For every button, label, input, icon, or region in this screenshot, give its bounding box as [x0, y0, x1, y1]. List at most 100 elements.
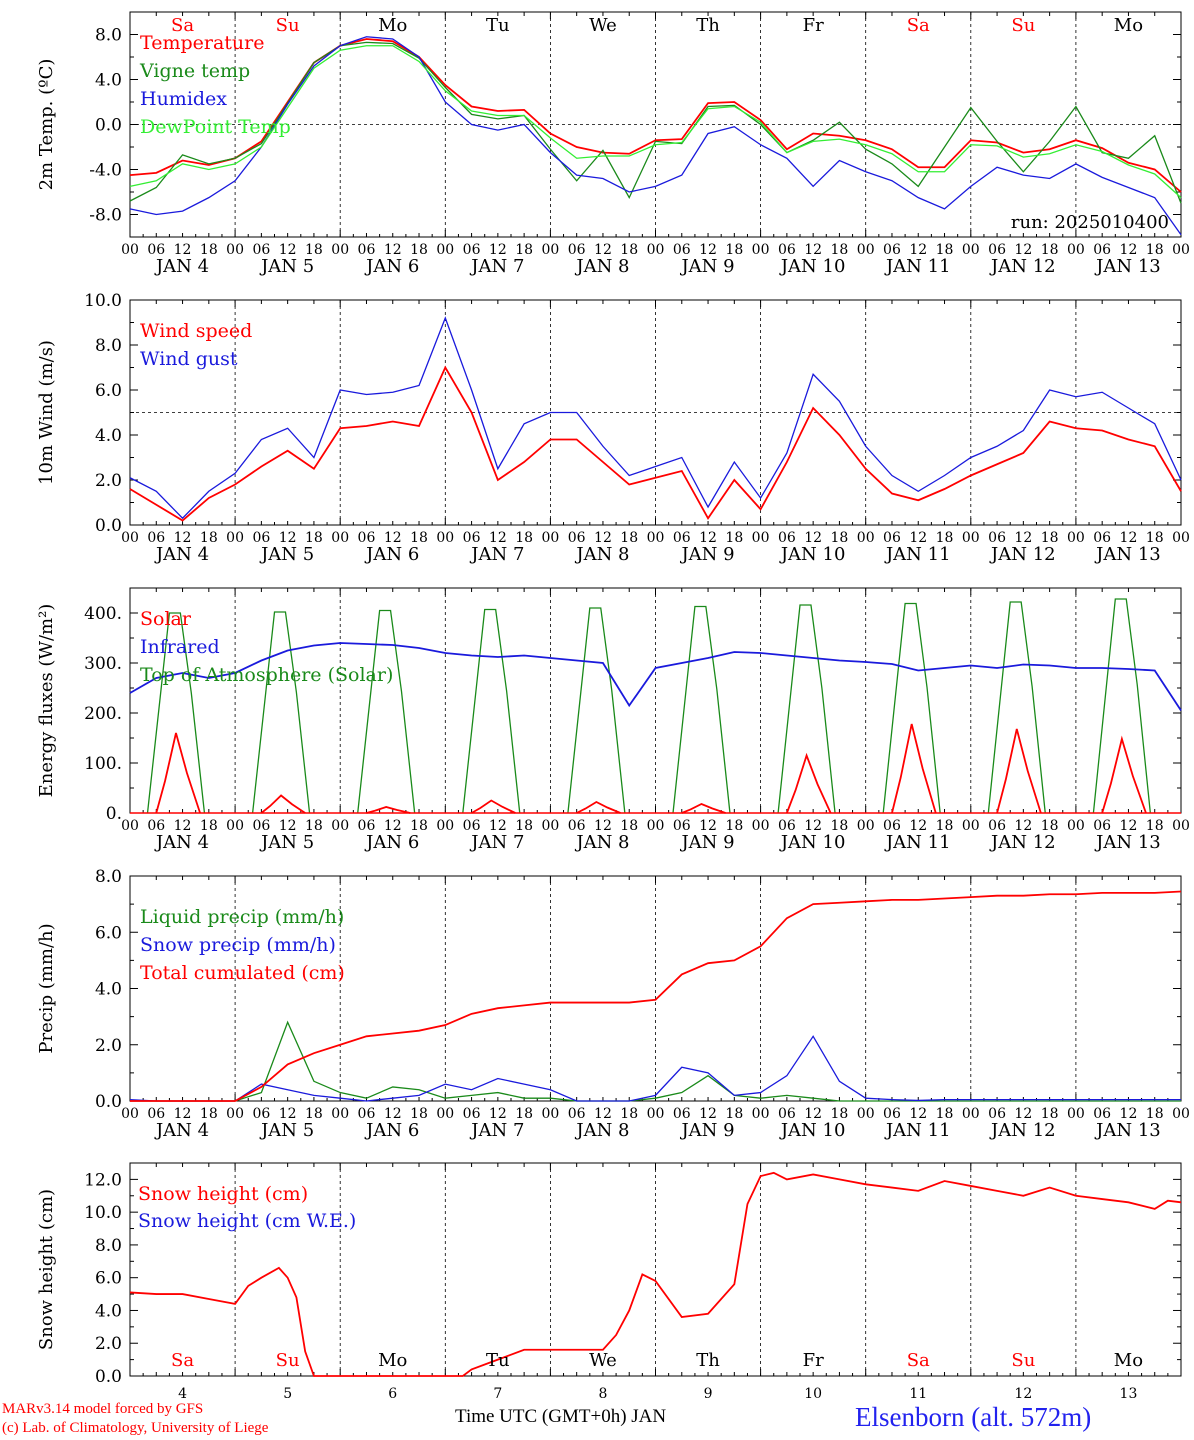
temp-date-label: JAN 4 — [154, 256, 209, 277]
energy-hour-tick-label: 18 — [936, 818, 954, 834]
wind-hour-tick-label: 18 — [1041, 530, 1059, 546]
precip-hour-tick-label: 12 — [804, 1106, 822, 1122]
precip-hour-tick-label: 06 — [147, 1106, 165, 1122]
temp-hour-tick-label: 00 — [1172, 242, 1190, 258]
energy-hour-tick-label: 18 — [620, 818, 638, 834]
precip-hour-tick-label: 06 — [252, 1106, 270, 1122]
energy-hour-tick-label: 00 — [857, 818, 875, 834]
weekday-label: Sa — [907, 1350, 930, 1371]
temp-hour-tick-label: 18 — [831, 242, 849, 258]
precip-hour-tick-label: 00 — [436, 1106, 454, 1122]
temp-date-label: JAN 6 — [364, 256, 419, 277]
energy-date-label: JAN 7 — [469, 832, 524, 853]
energy-y-tick-label: 0. — [106, 804, 122, 824]
temp-hour-tick-label: 12 — [174, 242, 192, 258]
wind-legend-entry: Wind speed — [140, 320, 252, 342]
weekday-label: Fr — [803, 1350, 824, 1371]
precip-hour-tick-label: 06 — [778, 1106, 796, 1122]
energy-legend-entry: Top of Atmosphere (Solar) — [140, 664, 393, 686]
toa-solar-curve — [882, 602, 941, 814]
series-line-green — [130, 1020, 1181, 1102]
temp-y-axis-label: 2m Temp. (ºC) — [36, 59, 57, 191]
toa-solar-curve — [462, 608, 521, 814]
precip-hour-tick-label: 06 — [673, 1106, 691, 1122]
snow-y-tick-label: 6.0 — [95, 1269, 122, 1289]
bottom-day-number: 9 — [704, 1386, 713, 1402]
snow-y-tick-label: 2.0 — [95, 1334, 122, 1354]
series-line-lightgreen — [129, 45, 1182, 199]
precip-hour-tick-label: 18 — [936, 1106, 954, 1122]
precip-y-axis-label: Precip (mm/h) — [36, 923, 57, 1053]
temp-date-label: JAN 5 — [259, 256, 314, 277]
precip-legend-entry: Liquid precip (mm/h) — [140, 906, 344, 928]
precip-hour-tick-label: 12 — [489, 1106, 507, 1122]
temp-date-label: JAN 9 — [679, 256, 734, 277]
precip-y-tick-label: 6.0 — [95, 923, 122, 943]
toa-solar-curve — [987, 601, 1046, 814]
temp-hour-tick-label: 00 — [962, 242, 980, 258]
wind-hour-tick-label: 18 — [936, 530, 954, 546]
temp-hour-tick-label: 00 — [857, 242, 875, 258]
energy-date-label: JAN 13 — [1094, 832, 1161, 853]
weekday-label: Sa — [171, 1350, 194, 1371]
wind-y-tick-label: 8.0 — [95, 336, 122, 356]
temp-hour-tick-label: 00 — [121, 242, 139, 258]
weekday-label: Mo — [378, 15, 407, 36]
series-line-blue — [129, 316, 1182, 520]
solar-curve — [891, 723, 937, 814]
wind-hour-tick-label: 12 — [384, 530, 402, 546]
precip-date-label: JAN 8 — [574, 1120, 629, 1141]
precip-hour-tick-label: 00 — [752, 1106, 770, 1122]
wind-hour-tick-label: 18 — [725, 530, 743, 546]
run-annotation: run: 2025010400 — [1011, 212, 1169, 233]
energy-hour-tick-label: 06 — [673, 818, 691, 834]
bottom-day-number: 12 — [1014, 1386, 1032, 1402]
energy-hour-tick-label: 00 — [1067, 818, 1085, 834]
energy-hour-tick-label: 12 — [1120, 818, 1138, 834]
series-line-red — [129, 365, 1182, 522]
energy-hour-tick-label: 12 — [804, 818, 822, 834]
energy-y-tick-label: 100. — [84, 754, 122, 774]
precip-hour-tick-label: 12 — [279, 1106, 297, 1122]
wind-hour-tick-label: 12 — [174, 530, 192, 546]
energy-hour-tick-label: 12 — [594, 818, 612, 834]
precip-date-label: JAN 9 — [679, 1120, 734, 1141]
temp-hour-tick-label: 06 — [358, 242, 376, 258]
energy-date-label: JAN 5 — [259, 832, 314, 853]
temp-hour-tick-label: 00 — [541, 242, 559, 258]
precip-hour-tick-label: 18 — [200, 1106, 218, 1122]
temp-hour-tick-label: 18 — [410, 242, 428, 258]
precip-hour-tick-label: 18 — [620, 1106, 638, 1122]
weekday-label: Fr — [803, 15, 824, 36]
wind-hour-tick-label: 00 — [647, 530, 665, 546]
wind-hour-tick-label: 06 — [778, 530, 796, 546]
wind-hour-tick-label: 00 — [1172, 530, 1190, 546]
temp-y-tick-label: 4.0 — [95, 71, 122, 91]
weekday-label: Mo — [1114, 1350, 1143, 1371]
lab-credit: (c) Lab. of Climatology, University of L… — [2, 1420, 269, 1436]
wind-hour-tick-label: 18 — [200, 530, 218, 546]
wind-hour-tick-label: 18 — [305, 530, 323, 546]
bottom-day-number: 5 — [283, 1386, 292, 1402]
wind-hour-tick-label: 18 — [410, 530, 428, 546]
energy-hour-tick-label: 12 — [279, 818, 297, 834]
toa-solar-curve — [357, 609, 416, 814]
temp-hour-tick-label: 06 — [883, 242, 901, 258]
wind-hour-tick-label: 06 — [1093, 530, 1111, 546]
energy-hour-tick-label: 00 — [541, 818, 559, 834]
precip-hour-tick-label: 12 — [909, 1106, 927, 1122]
wind-date-label: JAN 4 — [154, 544, 209, 565]
wind-hour-tick-label: 12 — [804, 530, 822, 546]
wind-date-label: JAN 13 — [1094, 544, 1161, 565]
energy-hour-tick-label: 18 — [515, 818, 533, 834]
energy-hour-tick-label: 00 — [121, 818, 139, 834]
wind-hour-tick-label: 00 — [962, 530, 980, 546]
temp-hour-tick-label: 00 — [331, 242, 349, 258]
snow-y-tick-label: 10.0 — [84, 1203, 122, 1223]
temp-legend-entry: Humidex — [140, 88, 227, 110]
solar-curve — [471, 799, 516, 814]
precip-hour-tick-label: 18 — [515, 1106, 533, 1122]
wind-hour-tick-label: 06 — [673, 530, 691, 546]
temp-hour-tick-label: 12 — [699, 242, 717, 258]
